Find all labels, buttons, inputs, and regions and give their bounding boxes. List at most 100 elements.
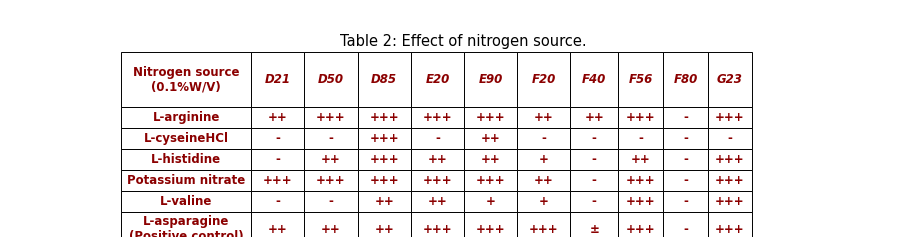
Bar <box>304 128 357 149</box>
Bar <box>251 191 304 212</box>
Bar <box>410 107 463 128</box>
Text: +++: +++ <box>714 174 744 187</box>
Bar <box>662 191 707 212</box>
Bar <box>304 107 357 128</box>
Text: -: - <box>727 132 731 145</box>
Bar <box>570 128 618 149</box>
Bar <box>304 52 357 107</box>
Bar <box>121 212 251 237</box>
Bar <box>570 170 618 191</box>
Text: -: - <box>275 195 280 208</box>
Bar <box>618 149 662 170</box>
Text: ++: ++ <box>267 111 287 124</box>
Text: +++: +++ <box>369 174 398 187</box>
Text: -: - <box>275 153 280 166</box>
Bar <box>410 128 463 149</box>
Text: +++: +++ <box>475 111 505 124</box>
Bar <box>357 170 410 191</box>
Bar <box>707 128 751 149</box>
Text: +++: +++ <box>475 223 505 236</box>
Text: ++: ++ <box>427 153 447 166</box>
Bar <box>517 170 570 191</box>
Bar <box>570 191 618 212</box>
Text: G23: G23 <box>716 73 742 86</box>
Bar <box>251 170 304 191</box>
Bar <box>121 52 251 107</box>
Text: +++: +++ <box>625 195 655 208</box>
Text: -: - <box>682 132 687 145</box>
Text: F80: F80 <box>673 73 697 86</box>
Text: ++: ++ <box>267 223 287 236</box>
Text: -: - <box>328 195 333 208</box>
Bar <box>463 128 517 149</box>
Text: ++: ++ <box>630 153 649 166</box>
Text: -: - <box>591 174 596 187</box>
Text: +++: +++ <box>528 223 558 236</box>
Text: -: - <box>682 195 687 208</box>
Text: -: - <box>682 153 687 166</box>
Bar <box>357 149 410 170</box>
Bar <box>662 128 707 149</box>
Bar <box>662 52 707 107</box>
Bar <box>517 128 570 149</box>
Bar <box>618 128 662 149</box>
Text: +++: +++ <box>263 174 293 187</box>
Bar <box>707 170 751 191</box>
Bar <box>304 212 357 237</box>
Bar <box>662 107 707 128</box>
Bar <box>357 128 410 149</box>
Bar <box>121 107 251 128</box>
Bar <box>570 52 618 107</box>
Text: +++: +++ <box>422 223 452 236</box>
Bar <box>707 52 751 107</box>
Text: +++: +++ <box>625 111 655 124</box>
Bar <box>618 52 662 107</box>
Text: +++: +++ <box>475 174 505 187</box>
Text: L-asparagine
(Positive control): L-asparagine (Positive control) <box>129 215 243 237</box>
Text: Nitrogen source
(0.1%W/V): Nitrogen source (0.1%W/V) <box>133 66 239 94</box>
Bar <box>251 52 304 107</box>
Bar <box>357 191 410 212</box>
Bar <box>304 170 357 191</box>
Text: +++: +++ <box>625 223 655 236</box>
Text: -: - <box>682 111 687 124</box>
Bar <box>251 149 304 170</box>
Text: Potassium nitrate: Potassium nitrate <box>127 174 245 187</box>
Text: +++: +++ <box>369 153 398 166</box>
Text: +++: +++ <box>422 111 452 124</box>
Text: +++: +++ <box>714 111 744 124</box>
Text: ++: ++ <box>480 153 500 166</box>
Bar <box>707 212 751 237</box>
Bar <box>662 212 707 237</box>
Bar <box>517 149 570 170</box>
Text: ++: ++ <box>427 195 447 208</box>
Bar <box>410 170 463 191</box>
Bar <box>121 149 251 170</box>
Text: L-valine: L-valine <box>160 195 212 208</box>
Bar <box>410 149 463 170</box>
Text: -: - <box>591 195 596 208</box>
Bar <box>517 107 570 128</box>
Bar <box>618 212 662 237</box>
Text: E20: E20 <box>424 73 449 86</box>
Text: ++: ++ <box>480 132 500 145</box>
Bar <box>517 191 570 212</box>
Bar <box>121 170 251 191</box>
Text: ++: ++ <box>534 111 554 124</box>
Bar <box>357 107 410 128</box>
Bar <box>463 149 517 170</box>
Bar <box>251 107 304 128</box>
Text: Table 2: Effect of nitrogen source.: Table 2: Effect of nitrogen source. <box>340 34 586 49</box>
Text: -: - <box>591 153 596 166</box>
Text: +++: +++ <box>316 174 345 187</box>
Bar <box>463 191 517 212</box>
Text: +++: +++ <box>422 174 452 187</box>
Text: +++: +++ <box>714 195 744 208</box>
Bar <box>463 212 517 237</box>
Text: +: + <box>485 195 495 208</box>
Text: +: + <box>538 195 548 208</box>
Bar <box>618 170 662 191</box>
Bar <box>121 128 251 149</box>
Bar <box>570 212 618 237</box>
Text: ++: ++ <box>534 174 554 187</box>
